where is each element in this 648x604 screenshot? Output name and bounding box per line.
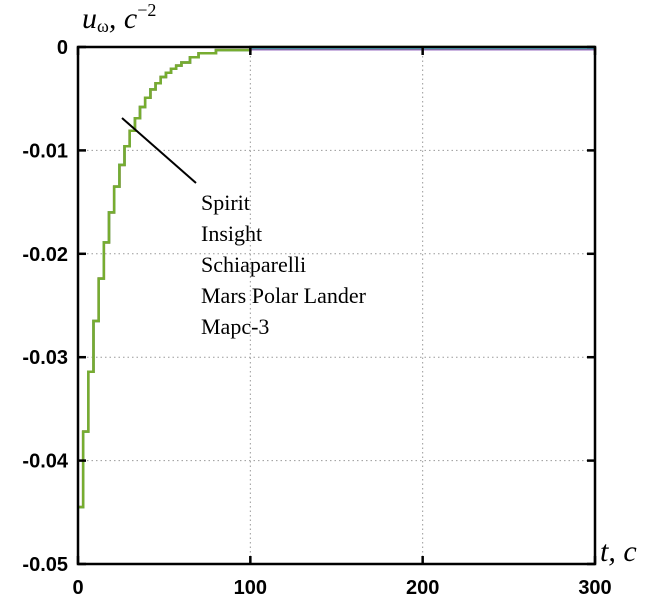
series-line-1 [78, 46, 595, 509]
tick-marks [76, 45, 597, 566]
y-tick-label: -0.04 [22, 451, 68, 473]
annotation-label: Марс-3 [201, 314, 269, 339]
x-tick-label: 0 [72, 577, 83, 599]
plot-frame [76, 45, 597, 566]
series-line-4 [78, 45, 595, 509]
x-tick-label: 100 [234, 577, 267, 599]
y-tick-labels: 0 -0.01 -0.02 -0.03 -0.04 -0.05 [22, 37, 68, 576]
y-axis-label: uω, c−2 [82, 0, 156, 36]
x-tick-label: 300 [578, 577, 611, 599]
x-tick-labels: 0 100 200 300 [72, 577, 611, 599]
series-lines [78, 45, 595, 509]
y-tick-label: -0.03 [22, 347, 68, 369]
annotation-label: Insight [201, 221, 262, 246]
grid-lines [78, 47, 595, 564]
x-tick-label: 200 [406, 577, 439, 599]
annotation-label: Schiaparelli [201, 252, 306, 277]
y-tick-label: -0.05 [22, 554, 68, 576]
annotation-label: Spirit [201, 190, 250, 215]
series-line-2 [78, 46, 595, 509]
series-line-0 [78, 47, 595, 509]
y-tick-label: -0.02 [22, 244, 68, 266]
series-line-3 [78, 46, 595, 509]
x-axis-label: t, c [600, 535, 637, 568]
y-tick-label: -0.01 [22, 140, 68, 162]
annotation-labels: Spirit Insight Schiaparelli Mars Polar Land… [201, 190, 367, 339]
annotation-label: Mars Polar Lander [201, 283, 367, 308]
annotation-pointer [121, 117, 197, 184]
y-tick-label: 0 [57, 37, 68, 59]
